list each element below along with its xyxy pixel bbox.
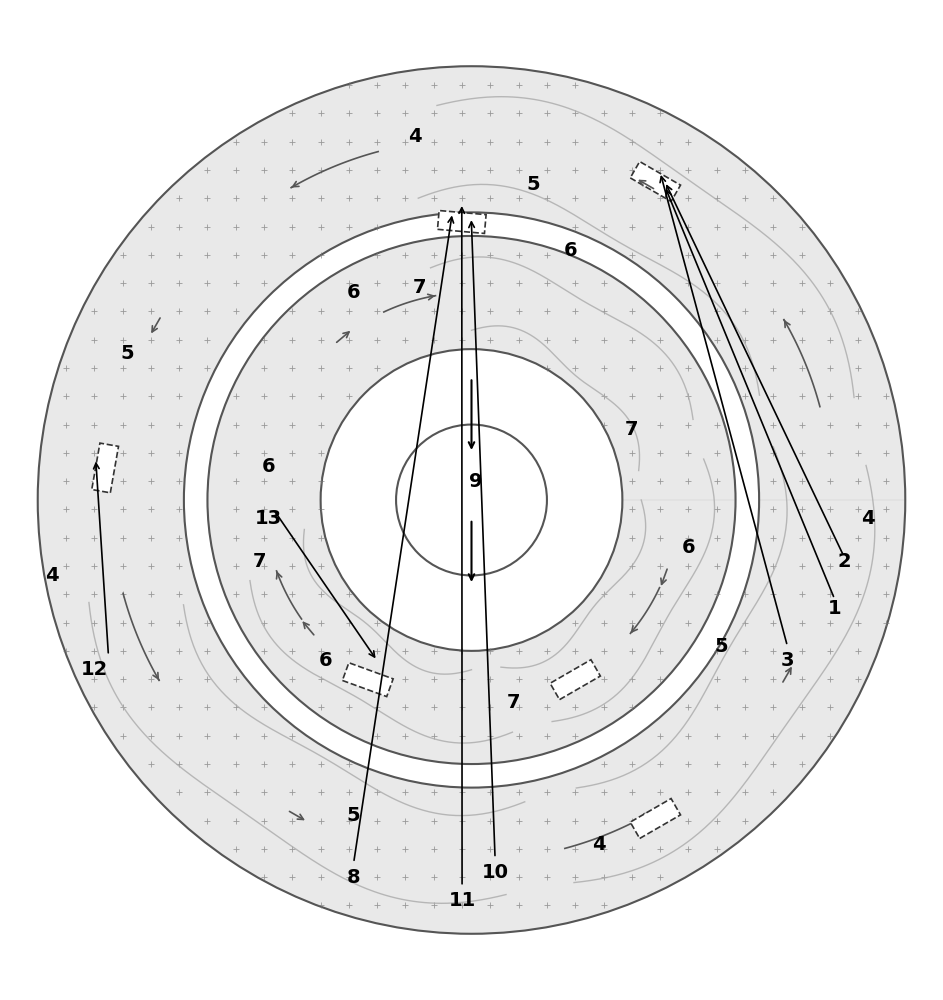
Text: 10: 10 — [482, 863, 508, 882]
Text: 5: 5 — [121, 344, 134, 363]
Bar — [91, 443, 119, 493]
Text: 6: 6 — [262, 457, 275, 476]
Text: 6: 6 — [682, 538, 695, 557]
Text: 4: 4 — [408, 127, 422, 146]
Text: 7: 7 — [507, 693, 521, 712]
Text: 7: 7 — [625, 420, 638, 439]
Bar — [630, 162, 681, 201]
Text: 13: 13 — [256, 509, 282, 528]
Bar — [630, 799, 681, 838]
Text: 5: 5 — [715, 637, 728, 656]
Text: 11: 11 — [449, 891, 475, 910]
Text: 4: 4 — [592, 835, 605, 854]
Text: 8: 8 — [347, 868, 360, 887]
Text: 7: 7 — [253, 552, 266, 571]
Polygon shape — [38, 66, 905, 934]
Text: 3: 3 — [781, 651, 794, 670]
Bar — [342, 663, 393, 697]
Polygon shape — [207, 236, 736, 764]
Bar — [438, 211, 486, 233]
Text: 7: 7 — [413, 278, 426, 297]
Text: 6: 6 — [319, 651, 332, 670]
Text: 4: 4 — [861, 509, 874, 528]
Text: 9: 9 — [470, 472, 483, 491]
Text: 1: 1 — [828, 599, 841, 618]
Text: 6: 6 — [347, 283, 360, 302]
Text: 4: 4 — [45, 566, 58, 585]
Bar — [550, 660, 601, 700]
Text: 6: 6 — [564, 241, 577, 260]
Text: 12: 12 — [81, 660, 108, 679]
Text: 5: 5 — [347, 806, 360, 825]
Text: 5: 5 — [526, 175, 539, 194]
Text: 2: 2 — [837, 552, 851, 571]
